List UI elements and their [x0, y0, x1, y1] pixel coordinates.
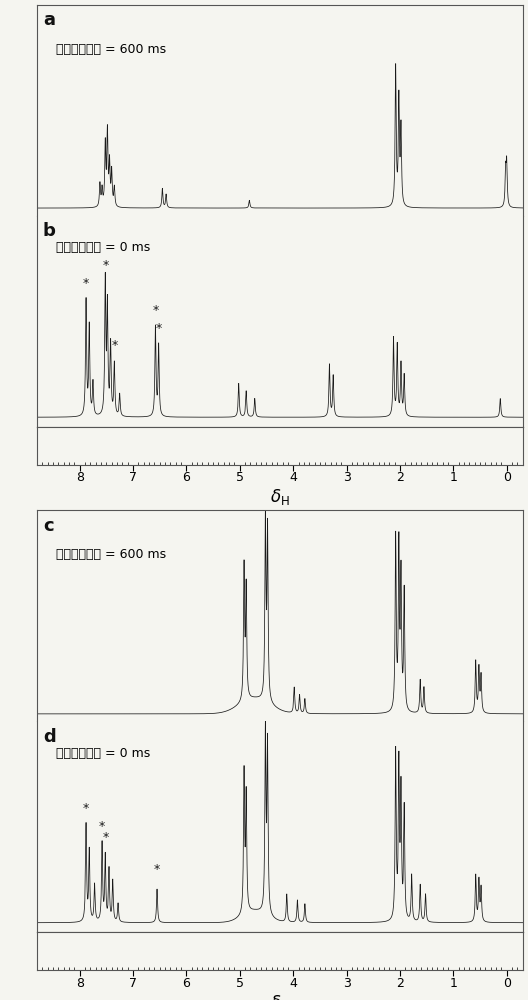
- Text: *: *: [102, 259, 108, 272]
- Text: *: *: [111, 339, 118, 352]
- Text: *: *: [102, 831, 108, 844]
- Text: a: a: [43, 11, 55, 29]
- Text: *: *: [83, 277, 89, 290]
- Text: *: *: [99, 820, 105, 833]
- X-axis label: $\delta_\mathrm{H}$: $\delta_\mathrm{H}$: [270, 487, 290, 507]
- Text: 自旋锁定时间 = 0 ms: 自旋锁定时间 = 0 ms: [56, 747, 150, 760]
- Text: *: *: [156, 322, 162, 335]
- Text: *: *: [154, 863, 160, 876]
- Text: b: b: [43, 222, 55, 240]
- Text: 自旋锁定时间 = 600 ms: 自旋锁定时间 = 600 ms: [56, 548, 166, 561]
- Text: 自旋锁定时间 = 0 ms: 自旋锁定时间 = 0 ms: [56, 241, 150, 254]
- Text: c: c: [43, 517, 53, 535]
- Text: d: d: [43, 728, 55, 746]
- X-axis label: $\delta_\mathrm{H}$: $\delta_\mathrm{H}$: [270, 993, 290, 1000]
- Text: *: *: [153, 304, 158, 317]
- Text: 自旋锁定时间 = 600 ms: 自旋锁定时间 = 600 ms: [56, 43, 166, 56]
- Text: *: *: [83, 802, 89, 815]
